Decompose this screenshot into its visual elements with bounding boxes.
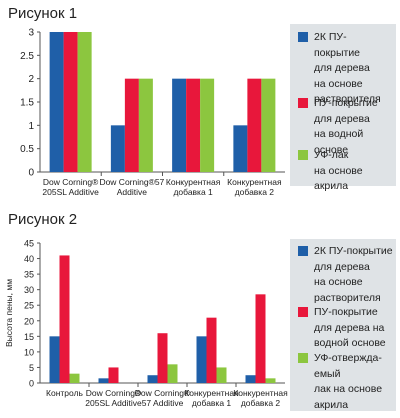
legend-label: ПУ-покрытие для дерева на водной основе [314,97,378,156]
bar [245,375,256,383]
chart1: 0 0.5 1 1.5 2 2.5 3 Dow Corning® 205SL AdditiveD… [20,28,285,197]
y-tick-label: 25 [24,301,34,311]
figure1-title: Рисунок 1 [8,5,78,22]
legend-label: 2К ПУ-покрытие для дерева на основе раст… [314,245,393,304]
x-tick-label: Dow Corning® 205SL Additive [42,177,99,197]
chart2: 0 5 10 15 20 25 30 35 40 45 Высота пены, мм Контрол… [4,239,288,409]
legend-swatch [298,353,308,363]
y-tick-label: 20 [24,316,34,326]
x-tick-label: Конкурентная добавка 1 [184,388,239,408]
legend-swatch [298,307,308,317]
y-tick-label: 1.5 [20,98,34,109]
figure2-title: Рисунок 2 [8,211,78,228]
bar [59,255,70,383]
y-tick-label: 0.5 [20,144,34,155]
figure1-legend: 2К ПУ- покрытие для дерева на основе рас… [290,24,396,192]
legend-swatch [298,150,308,160]
x-tick-label: Dow Corning®57 Additive [99,177,164,197]
y-tick-label: 0 [29,379,34,389]
bar [265,378,276,383]
bar [206,317,217,383]
y-tick-label: 30 [24,285,34,295]
bar [172,78,187,172]
x-tick-label: Контроль [46,388,83,398]
bar [110,125,125,172]
y-axis-label: Высота пены, мм [4,279,14,347]
bar [63,32,78,172]
legend-swatch [298,32,308,42]
bar [98,378,109,383]
x-tick-label: Конкурентная добавка 2 [227,177,282,197]
y-tick-label: 2.5 [20,51,34,62]
bar [216,367,227,383]
y-tick-label: 3 [28,28,34,39]
legend-label: УФ-отвержда- емый лак на основе акрила [314,352,383,411]
legend-swatch [298,98,308,108]
bar [77,32,92,172]
y-tick-label: 45 [24,239,34,249]
bar [200,78,215,172]
legend-label: 2К ПУ- покрытие для дерева на основе рас… [314,31,381,105]
x-tick-label: Dow Corning® 205SL Additive [85,388,142,408]
bar [49,336,60,383]
y-tick-label: 35 [24,270,34,280]
y-tick-label: 1 [28,121,34,132]
bar [247,78,262,172]
bar [261,78,276,172]
bar [108,367,119,383]
y-tick-label: 5 [29,363,34,373]
legend-swatch [298,246,308,256]
x-tick-label: Dow Corning® 57 Additive [135,388,191,408]
y-tick-label: 0 [28,168,34,179]
y-tick-label: 2 [28,74,34,85]
bar [157,333,168,383]
figure2-legend: 2К ПУ-покрытие для дерева на основе раст… [290,239,396,411]
bar [147,375,158,383]
bar [233,125,248,172]
x-tick-label: Конкурентная добавка 1 [166,177,221,197]
bar [186,78,201,172]
bar [138,78,153,172]
y-tick-label: 10 [24,347,34,357]
bar [69,373,80,383]
bar [196,336,207,383]
bar [124,78,139,172]
bar [255,294,266,383]
legend-label: УФ-лак на основе акрила [314,149,363,192]
bar [167,364,178,383]
y-tick-label: 40 [24,254,34,264]
x-tick-label: Конкурентная добавка 2 [233,388,288,408]
bar [49,32,64,172]
y-tick-label: 15 [24,332,34,342]
legend-label: ПУ-покрытие для дерева на водной основе [314,306,386,349]
